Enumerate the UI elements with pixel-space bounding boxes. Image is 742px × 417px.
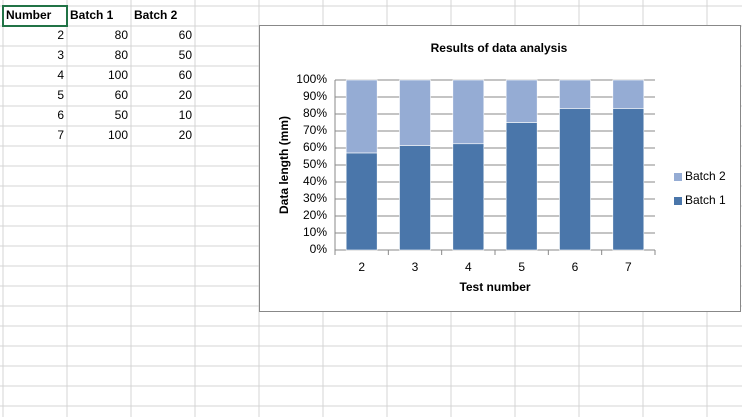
y-tick-label: 90% bbox=[303, 89, 327, 103]
cell[interactable]: 20 bbox=[179, 88, 193, 102]
cell[interactable]: 50 bbox=[115, 108, 129, 122]
y-tick-label: 30% bbox=[303, 191, 327, 205]
legend-swatch bbox=[674, 173, 682, 181]
bar-segment bbox=[559, 79, 591, 109]
cell[interactable]: 7 bbox=[57, 128, 64, 142]
cell[interactable]: 2 bbox=[57, 28, 64, 42]
cell[interactable]: 80 bbox=[115, 28, 129, 42]
cell[interactable]: 50 bbox=[179, 48, 193, 62]
y-tick-label: 100% bbox=[296, 72, 327, 86]
legend-label: Batch 1 bbox=[685, 193, 726, 207]
cell[interactable]: 3 bbox=[57, 48, 64, 62]
cell[interactable]: 6 bbox=[57, 108, 64, 122]
cell[interactable]: 5 bbox=[57, 88, 64, 102]
cell[interactable]: 60 bbox=[115, 88, 129, 102]
header-cell[interactable]: Batch 1 bbox=[70, 8, 114, 22]
y-tick-label: 20% bbox=[303, 208, 327, 222]
bar-segment bbox=[505, 79, 538, 123]
y-tick-label: 50% bbox=[303, 157, 327, 171]
bar-segment bbox=[452, 79, 485, 145]
x-tick-label: 6 bbox=[572, 260, 579, 274]
y-tick-label: 40% bbox=[303, 174, 327, 188]
x-tick-label: 2 bbox=[358, 260, 365, 274]
cell[interactable]: 60 bbox=[179, 28, 193, 42]
chart-area[interactable] bbox=[259, 25, 741, 312]
bar-segment bbox=[399, 145, 431, 251]
y-axis-title: Data length (mm) bbox=[277, 116, 291, 214]
bar-segment bbox=[345, 152, 378, 251]
cell[interactable]: 20 bbox=[179, 128, 193, 142]
cell[interactable]: 100 bbox=[108, 128, 128, 142]
bar-segment bbox=[345, 79, 378, 154]
x-tick-label: 4 bbox=[465, 260, 472, 274]
bar-segment bbox=[452, 143, 485, 251]
header-cell[interactable]: Number bbox=[6, 8, 52, 22]
cell[interactable]: 100 bbox=[108, 68, 128, 82]
bar-segment bbox=[612, 108, 645, 251]
y-tick-label: 70% bbox=[303, 123, 327, 137]
bar-segment bbox=[505, 122, 538, 251]
y-tick-label: 80% bbox=[303, 106, 327, 120]
header-cell[interactable]: Batch 2 bbox=[134, 8, 178, 22]
bar-segment bbox=[559, 108, 591, 251]
y-tick-label: 60% bbox=[303, 140, 327, 154]
y-tick-label: 10% bbox=[303, 225, 327, 239]
y-tick-label: 0% bbox=[310, 242, 328, 256]
x-tick-label: 3 bbox=[412, 260, 419, 274]
cell[interactable]: 10 bbox=[179, 108, 193, 122]
cell[interactable]: 60 bbox=[179, 68, 193, 82]
x-tick-label: 7 bbox=[625, 260, 632, 274]
legend-swatch bbox=[674, 197, 682, 205]
chart-title: Results of data analysis bbox=[431, 41, 568, 55]
cell[interactable]: 4 bbox=[57, 68, 64, 82]
cell[interactable]: 80 bbox=[115, 48, 129, 62]
legend-label: Batch 2 bbox=[685, 169, 726, 183]
x-axis-title: Test number bbox=[459, 280, 530, 294]
bar-segment bbox=[612, 79, 645, 109]
x-tick-label: 5 bbox=[518, 260, 525, 274]
selected-cell bbox=[2, 5, 68, 27]
bar-segment bbox=[399, 79, 431, 146]
